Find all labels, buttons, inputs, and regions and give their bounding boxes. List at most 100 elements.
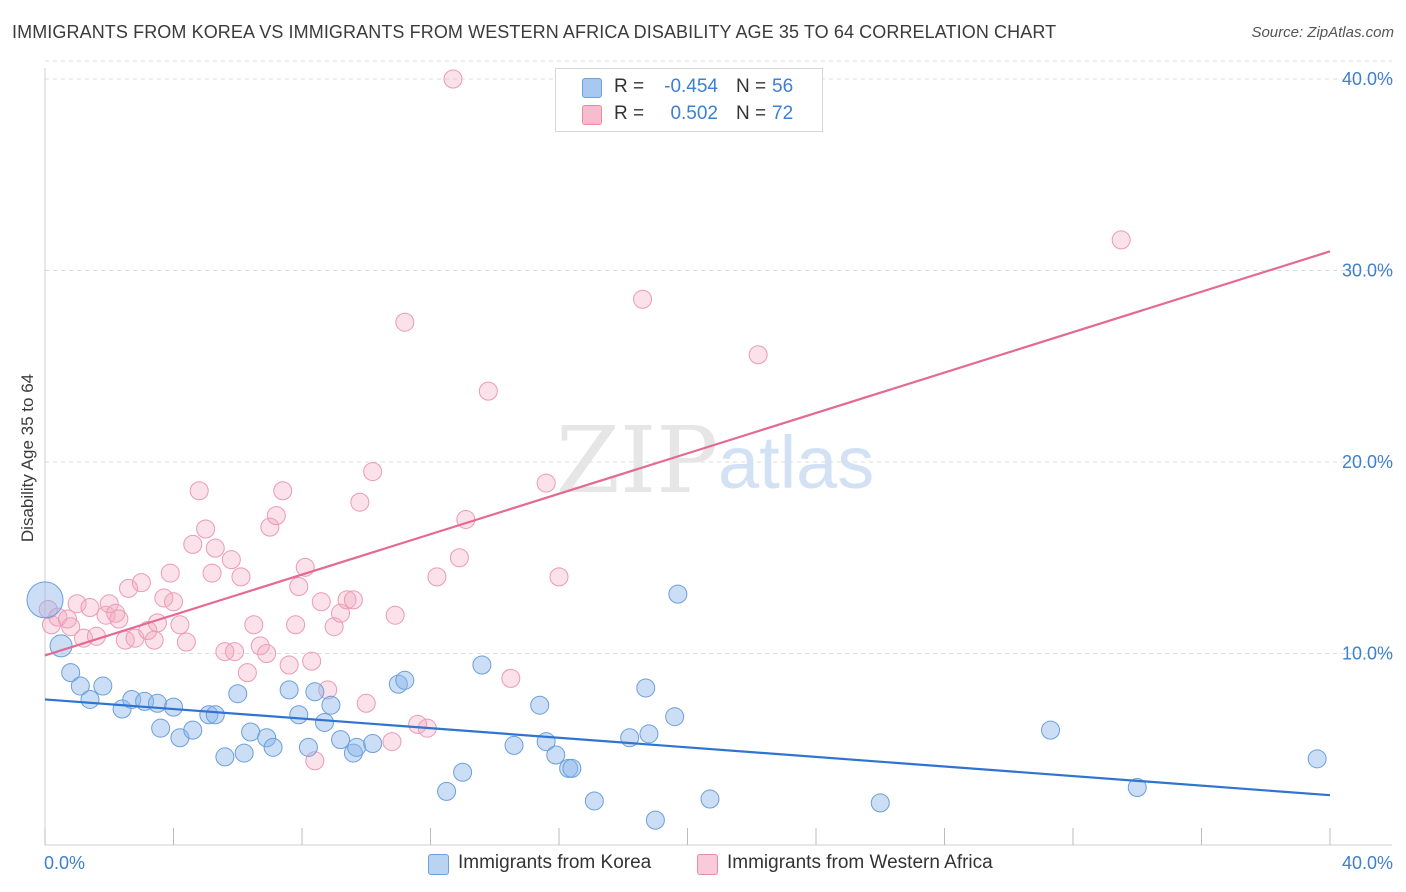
point-wafrica — [536, 473, 556, 493]
trend-line-wafrica — [44, 250, 1331, 657]
point-wafrica — [138, 621, 158, 641]
legend-swatch-wafrica — [697, 854, 718, 875]
legend-swatch-korea — [428, 854, 449, 875]
point-korea — [530, 695, 550, 715]
point-korea — [183, 720, 203, 740]
x-tick-label: 40.0% — [1342, 853, 1393, 873]
point-wafrica — [119, 578, 139, 598]
point-wafrica — [38, 599, 58, 619]
point-korea — [164, 697, 183, 717]
point-korea — [151, 718, 171, 738]
watermark: ZIP atlas — [556, 407, 874, 514]
point-wafrica — [99, 594, 119, 614]
point-wafrica — [80, 598, 100, 618]
point-wafrica — [363, 462, 383, 482]
point-korea — [584, 791, 604, 811]
point-korea — [363, 734, 383, 754]
y-tick-label: 30.0% — [1342, 261, 1393, 281]
point-wafrica — [408, 714, 428, 734]
point-wafrica — [231, 567, 251, 587]
point-wafrica — [385, 605, 405, 625]
point-wafrica — [61, 617, 81, 637]
point-korea — [665, 707, 685, 727]
point-wafrica — [257, 644, 277, 663]
point-korea — [1041, 720, 1061, 740]
watermark-zip: ZIP — [556, 407, 718, 514]
point-wafrica — [189, 481, 209, 501]
tick-labels: 10.0% 20.0% 30.0% 40.0% 0.0% 40.0% — [44, 69, 1393, 873]
point-wafrica — [96, 605, 116, 625]
legend-label-wafrica: Immigrants from Western Africa — [727, 852, 993, 873]
legend-n-label: N = — [736, 76, 767, 97]
point-wafrica — [250, 636, 270, 656]
point-wafrica — [202, 563, 222, 583]
point-wafrica — [164, 592, 183, 612]
point-wafrica — [337, 590, 357, 610]
legend-n-label: N = — [736, 103, 767, 124]
y-axis-title: Disability Age 35 to 64 — [18, 374, 37, 542]
point-wafrica — [549, 567, 569, 587]
source-label: Source: ZipAtlas.com — [1251, 24, 1394, 41]
point-korea — [437, 781, 457, 801]
point-korea — [234, 743, 254, 763]
point-korea — [453, 762, 473, 782]
point-wafrica — [170, 615, 190, 635]
point-korea — [668, 584, 688, 604]
point-wafrica — [225, 642, 245, 662]
point-wafrica — [748, 345, 768, 365]
point-korea — [331, 730, 351, 750]
point-wafrica — [183, 534, 203, 554]
point-wafrica — [237, 663, 257, 683]
point-wafrica — [311, 592, 331, 612]
y-tick-label: 20.0% — [1342, 452, 1393, 472]
point-wafrica — [244, 615, 264, 635]
point-korea — [26, 581, 64, 619]
series-legend: Immigrants from Korea Immigrants from We… — [0, 852, 1406, 878]
legend-row-korea: R = -0.454 N = 56 — [556, 74, 822, 100]
point-korea — [279, 680, 299, 700]
legend-r-value: 0.502 — [670, 103, 718, 124]
y-tick-label: 10.0% — [1342, 644, 1393, 664]
point-wafrica — [273, 481, 293, 501]
trend-lines — [44, 250, 1331, 797]
point-korea — [80, 689, 100, 709]
point-korea — [257, 728, 277, 748]
point-korea — [298, 737, 318, 757]
legend-n-value: 56 — [772, 76, 794, 97]
point-wafrica — [144, 630, 164, 650]
point-korea — [321, 695, 341, 715]
point-wafrica — [221, 550, 241, 570]
watermark-atlas: atlas — [718, 421, 874, 504]
point-wafrica — [160, 563, 180, 583]
legend-r-label: R = — [614, 103, 645, 124]
trend-line-korea — [44, 698, 1331, 797]
point-wafrica — [633, 289, 653, 309]
point-korea — [343, 743, 363, 763]
point-korea — [228, 684, 248, 704]
point-korea — [1127, 778, 1147, 798]
point-korea — [263, 737, 283, 757]
point-korea — [147, 693, 167, 713]
point-korea — [61, 663, 81, 683]
point-wafrica — [302, 651, 322, 671]
point-wafrica — [215, 642, 235, 662]
legend-swatch-korea — [582, 78, 602, 98]
series-korea-points — [26, 581, 1327, 830]
grid-lines — [45, 60, 1392, 654]
point-wafrica — [154, 588, 174, 608]
point-korea — [645, 810, 665, 830]
point-wafrica — [382, 732, 402, 752]
point-korea — [700, 789, 720, 809]
point-wafrica — [343, 590, 363, 610]
axes — [44, 68, 1392, 846]
point-korea — [70, 676, 90, 696]
point-wafrica — [266, 506, 286, 526]
point-wafrica — [289, 576, 309, 596]
x-tick-label: 0.0% — [44, 853, 85, 873]
point-korea — [639, 724, 659, 744]
point-wafrica — [279, 655, 299, 675]
point-korea — [636, 678, 656, 698]
point-korea — [395, 670, 415, 690]
legend-row-wafrica: R = 0.502 N = 72 — [556, 101, 822, 127]
